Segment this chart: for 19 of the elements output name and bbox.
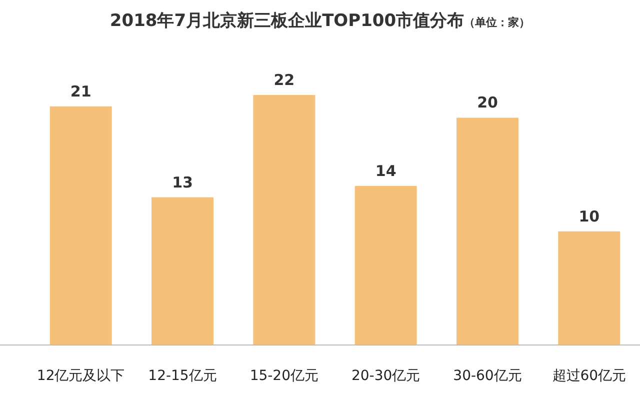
x-tick-label: 15-20亿元 [250, 368, 319, 384]
x-tick-label: 12-15亿元 [148, 368, 217, 384]
title: 2018年7月北京新三板企业TOP100市值分布（单位：家） [110, 11, 530, 31]
data-label: 21 [70, 82, 92, 100]
bar [152, 197, 214, 345]
bar [50, 106, 112, 345]
data-label: 22 [274, 71, 295, 89]
bar [354, 186, 417, 345]
data-label: 14 [375, 162, 396, 180]
x-tick-label: 30-60亿元 [453, 368, 522, 384]
bar [456, 118, 518, 345]
x-tick-label: 超过60亿元 [552, 368, 626, 384]
data-label: 10 [578, 207, 600, 226]
x-tick-label: 12亿元及以下 [36, 368, 125, 384]
bar [558, 231, 620, 345]
bar [253, 95, 316, 345]
data-label: 13 [172, 173, 193, 192]
x-tick-label: 20-30亿元 [351, 368, 420, 384]
data-label: 20 [477, 94, 498, 112]
